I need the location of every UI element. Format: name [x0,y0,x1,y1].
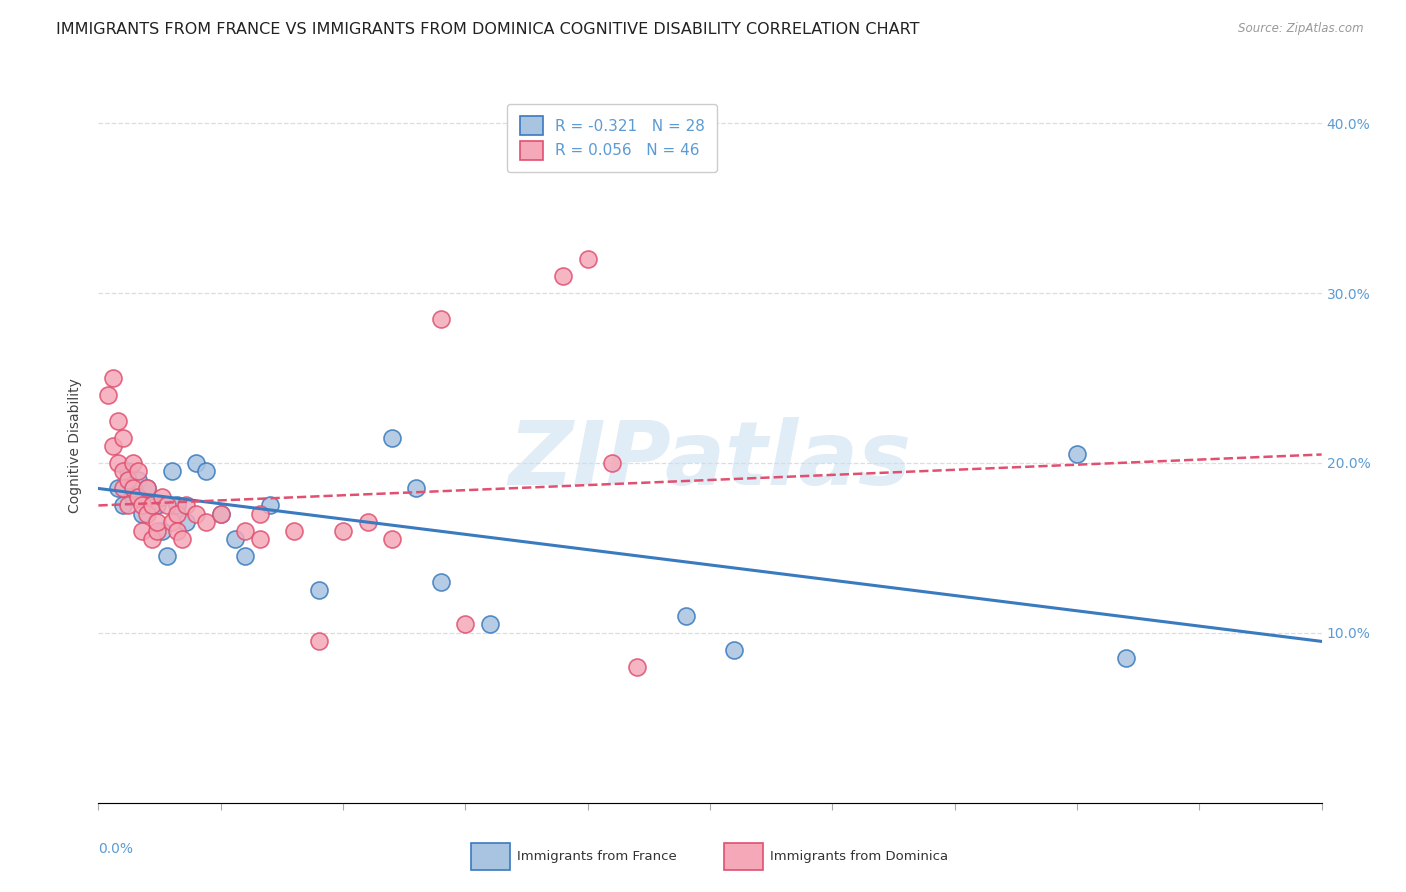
Point [146,516,169,530]
Point [381,430,404,444]
Point [136,482,159,496]
Point [111,482,134,496]
Point [600,456,623,470]
Point [101,371,124,385]
Point [111,465,134,479]
Point [160,516,183,530]
Point [233,549,256,564]
Point [136,482,159,496]
Point [156,549,179,564]
Point [283,524,305,538]
Point [121,456,143,470]
Legend: R = -0.321   N = 28, R = 0.056   N = 46: R = -0.321 N = 28, R = 0.056 N = 46 [508,104,717,172]
Point [156,499,179,513]
Point [170,533,193,547]
Point [1115,651,1137,665]
Point [308,583,330,598]
Point [356,516,378,530]
Point [553,269,575,284]
Point [141,499,163,513]
Point [127,465,149,479]
Point [146,524,169,538]
Point [121,490,143,504]
Point [141,533,163,547]
Point [308,634,330,648]
Point [249,533,271,547]
Point [186,456,208,470]
Y-axis label: Cognitive Disability: Cognitive Disability [69,378,83,514]
Point [107,482,129,496]
Point [107,413,129,427]
Text: IMMIGRANTS FROM FRANCE VS IMMIGRANTS FROM DOMINICA COGNITIVE DISABILITY CORRELAT: IMMIGRANTS FROM FRANCE VS IMMIGRANTS FRO… [56,22,920,37]
Text: Immigrants from Dominica: Immigrants from Dominica [770,850,949,863]
Point [576,252,599,266]
Text: 0.0%: 0.0% [98,842,134,856]
Point [131,499,153,513]
Point [166,499,188,513]
Text: Immigrants from France: Immigrants from France [517,850,678,863]
Point [131,524,153,538]
Point [332,524,354,538]
Point [101,439,124,453]
Point [176,499,198,513]
Point [127,490,149,504]
Point [150,524,173,538]
Point [224,533,246,547]
Point [675,608,697,623]
Point [405,482,427,496]
Point [117,499,139,513]
Point [209,507,232,521]
Point [127,473,149,487]
Point [111,499,134,513]
Text: ZIPatlas: ZIPatlas [509,417,911,504]
Point [166,524,188,538]
Point [233,524,256,538]
Point [381,533,404,547]
Point [195,516,218,530]
Point [478,617,501,632]
Point [150,490,173,504]
Point [121,482,143,496]
Point [131,507,153,521]
Point [259,499,281,513]
Point [1066,448,1088,462]
Point [723,643,745,657]
Point [186,507,208,521]
Point [626,660,648,674]
Point [176,516,198,530]
Point [136,507,159,521]
Point [107,456,129,470]
Point [430,574,453,589]
Point [454,617,477,632]
Point [111,430,134,444]
Point [117,473,139,487]
Point [166,507,188,521]
Point [160,465,183,479]
Point [97,388,120,402]
Point [146,499,169,513]
Point [430,311,453,326]
Point [117,465,139,479]
Point [249,507,271,521]
Text: Source: ZipAtlas.com: Source: ZipAtlas.com [1239,22,1364,36]
Point [209,507,232,521]
Point [195,465,218,479]
